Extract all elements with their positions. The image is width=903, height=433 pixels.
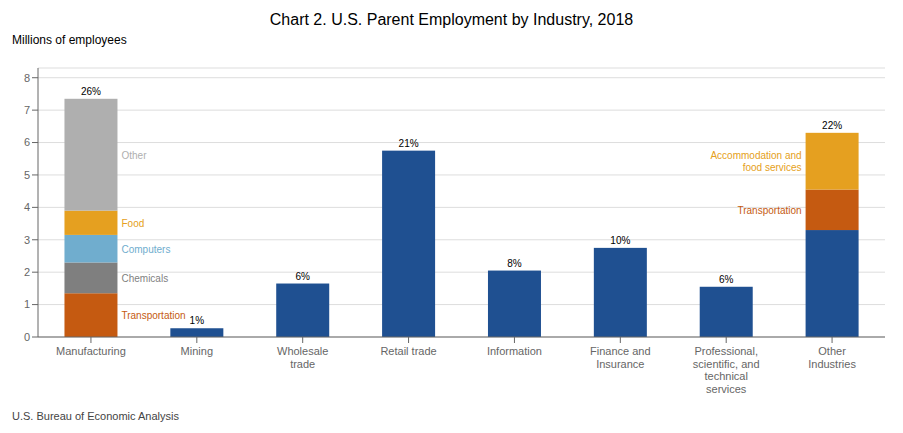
svg-text:Transportation: Transportation <box>121 310 185 321</box>
svg-text:Information: Information <box>487 345 542 357</box>
html-text:Millions of employees: Millions of employees <box>12 33 127 47</box>
svg-text:5: 5 <box>24 169 30 181</box>
svg-text:Manufacturing: Manufacturing <box>56 345 126 357</box>
svg-text:6%: 6% <box>719 274 734 285</box>
svg-text:2: 2 <box>24 266 30 278</box>
svg-text:Chemicals: Chemicals <box>121 272 168 283</box>
svg-text:Other: Other <box>121 149 147 160</box>
svg-text:10%: 10% <box>610 235 630 246</box>
svg-text:4: 4 <box>24 201 30 213</box>
svg-text:0: 0 <box>24 331 30 343</box>
svg-text:22%: 22% <box>822 120 842 131</box>
svg-text:Transportation: Transportation <box>737 204 801 215</box>
svg-text:8%: 8% <box>507 258 522 269</box>
svg-text:1%: 1% <box>190 315 205 326</box>
svg-text:Mining: Mining <box>181 345 213 357</box>
svg-text:6%: 6% <box>295 271 310 282</box>
svg-text:7: 7 <box>24 104 30 116</box>
svg-text:Accommodation andfood services: Accommodation andfood services <box>710 150 801 173</box>
svg-text:Finance andInsurance: Finance andInsurance <box>590 345 651 370</box>
svg-text:Professional,scientific, andte: Professional,scientific, andtechnicalser… <box>693 345 760 395</box>
svg-text:1: 1 <box>24 298 30 310</box>
svg-text:21%: 21% <box>399 138 419 149</box>
svg-text:3: 3 <box>24 234 30 246</box>
svg-text:Food: Food <box>121 217 144 228</box>
svg-text:6: 6 <box>24 136 30 148</box>
html-text:Chart 2. U.S. Parent Employmen: Chart 2. U.S. Parent Employment by Indus… <box>269 11 634 28</box>
html-text:U.S. Bureau of Economic Analys: U.S. Bureau of Economic Analysis <box>12 410 179 422</box>
svg-text:OtherIndustries: OtherIndustries <box>808 345 856 370</box>
svg-text:Retail trade: Retail trade <box>380 345 436 357</box>
svg-text:26%: 26% <box>81 86 101 97</box>
svg-text:Wholesaletrade: Wholesaletrade <box>277 345 328 370</box>
svg-text:Computers: Computers <box>121 243 170 254</box>
svg-text:8: 8 <box>24 72 30 84</box>
